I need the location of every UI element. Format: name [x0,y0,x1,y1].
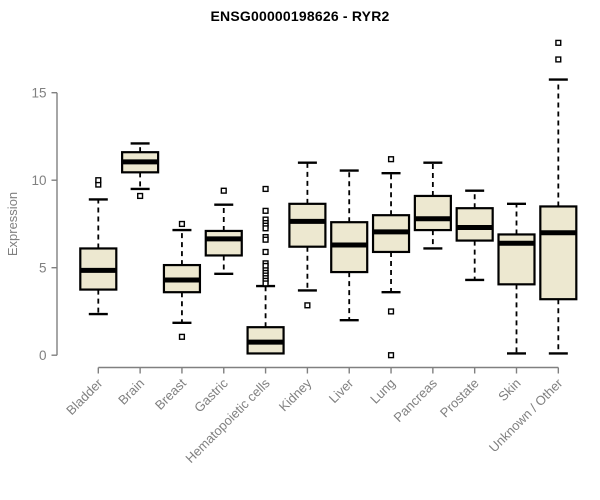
box-iqr [204,229,243,257]
box-group-prostate [455,189,494,282]
y-axis: 0 5 10 15 [31,85,58,363]
y-tick-label: 15 [31,85,46,100]
x-tick-label-lung: Lung [367,376,398,407]
y-tick-label: 10 [31,173,46,188]
outlier-point [262,236,269,243]
y-tick-label: 0 [39,348,47,363]
outlier-point [387,156,395,163]
outlier-point [555,56,562,63]
x-tick-label-gastric: Gastric [191,375,231,415]
box-group-pancreas [413,161,452,250]
box-groups [79,39,578,359]
y-tick-label: 5 [39,260,47,275]
box-group-unknown-other [539,39,578,355]
outlier-point [220,187,227,194]
outlier-point [137,192,144,200]
box-iqr [455,207,494,242]
x-tick-label-liver: Liver [326,375,357,406]
outlier-point [555,39,562,46]
outlier-point [262,248,269,256]
box-iqr [539,205,578,301]
box-group-gastric [204,187,243,276]
box-iqr [413,194,452,232]
x-tick-label-bladder: Bladder [63,375,106,418]
box-group-skin [497,202,536,355]
outlier-point [387,352,395,359]
x-tick-label-unknown-other: Unknown / Other [486,375,566,455]
box-group-lung [371,156,411,359]
box-iqr [288,202,327,248]
outlier-point [178,220,186,228]
x-tick-label-skin: Skin [495,376,523,404]
box-group-bladder [79,177,118,316]
chart-title: ENSG00000198626 - RYR2 [210,8,390,24]
outlier-point [262,225,269,232]
outlier-point [262,207,269,214]
box-group-kidney [288,161,327,309]
box-group-breast [162,220,202,340]
x-tick-label-brain: Brain [115,376,147,408]
x-tick-label-pancreas: Pancreas [391,375,441,425]
outlier-point [262,280,269,287]
box-group-brain [121,142,160,200]
outlier-point [95,177,102,184]
box-group-liver [330,169,369,322]
x-tick-label-breast: Breast [152,375,189,412]
x-tick-label-prostate: Prostate [437,376,482,421]
outlier-point [178,333,186,340]
outlier-point [262,185,269,193]
x-tick-label-kidney: Kidney [276,375,315,414]
y-axis-title: Expression [5,192,20,256]
outlier-point [304,302,311,309]
outlier-point [387,308,395,315]
box-group-hematopoietic-cells [246,185,285,355]
